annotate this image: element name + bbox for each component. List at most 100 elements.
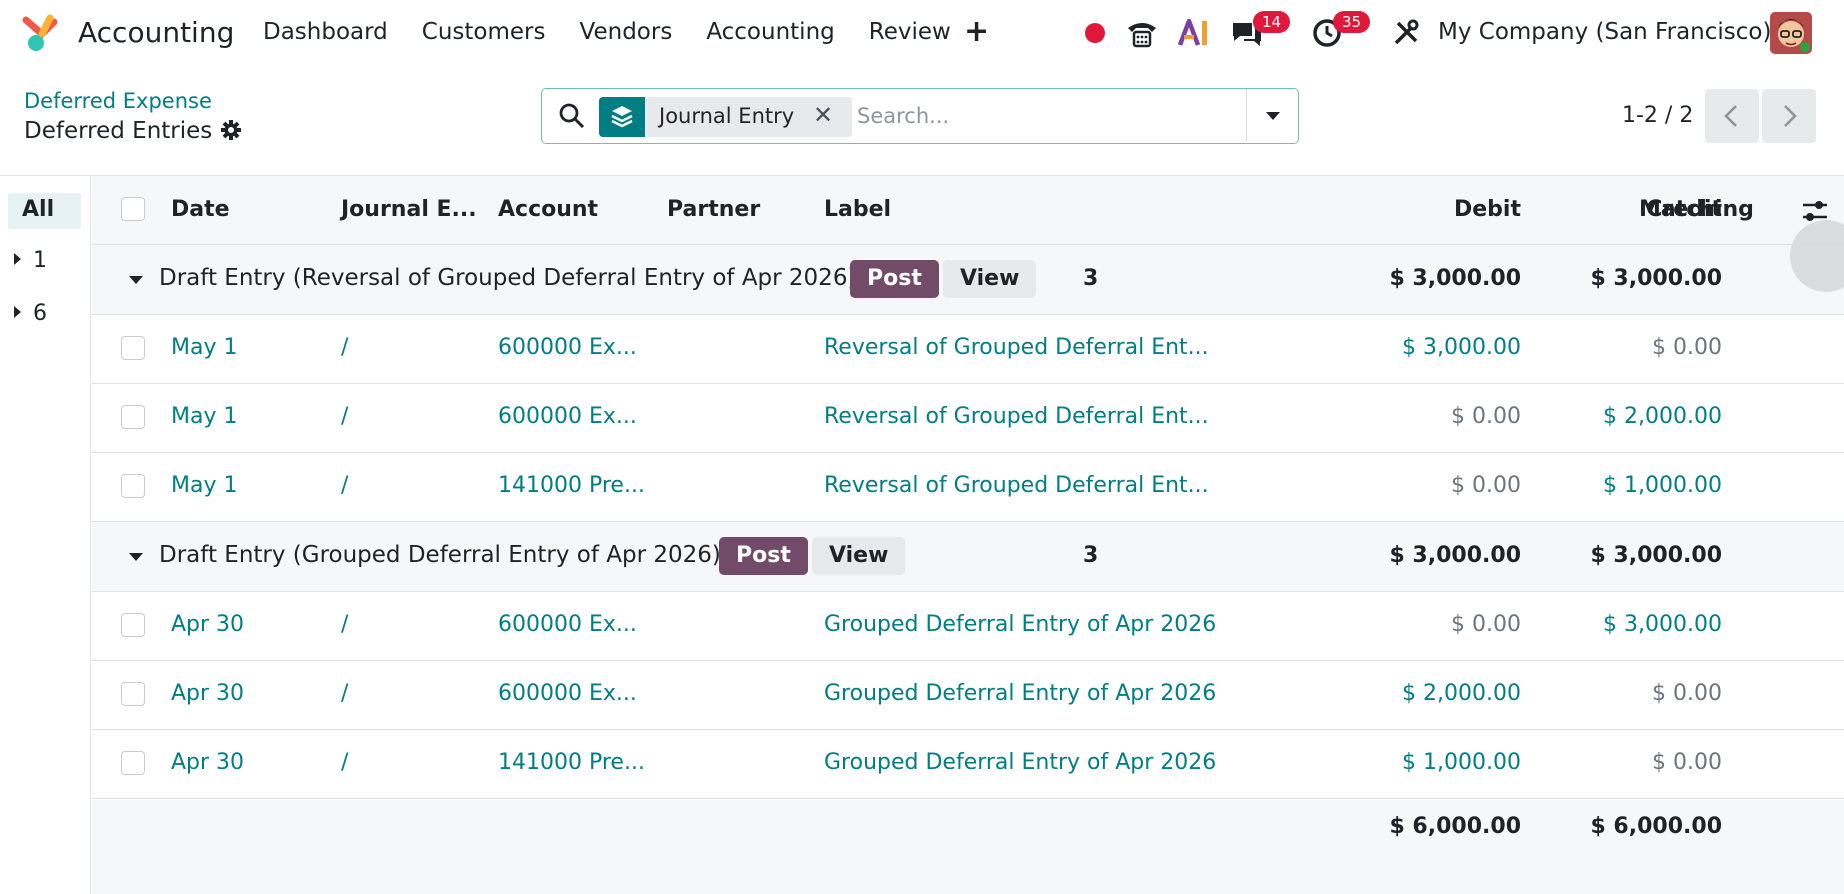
row-date[interactable]: May 1 — [171, 335, 238, 360]
row-credit[interactable]: $ 1,000.00 — [1603, 473, 1722, 498]
row-credit[interactable]: $ 3,000.00 — [1603, 612, 1722, 637]
row-account[interactable]: 600000 Ex... — [498, 404, 637, 429]
search-facet: Journal Entry ✕ — [599, 97, 852, 137]
search-options-toggle[interactable] — [1246, 89, 1298, 142]
menu-vendors[interactable]: Vendors — [579, 19, 673, 45]
pager-previous-button[interactable] — [1705, 89, 1759, 143]
tools-icon[interactable] — [1392, 19, 1420, 47]
post-button[interactable]: Post — [719, 537, 808, 575]
row-journal-entry[interactable]: / — [341, 473, 349, 498]
row-journal-entry[interactable]: / — [341, 404, 349, 429]
row-date[interactable]: May 1 — [171, 404, 238, 429]
table-header: Date Journal E... Account Partner Label … — [92, 176, 1844, 245]
column-date[interactable]: Date — [171, 197, 230, 222]
table-row[interactable]: May 1 / 600000 Ex... Reversal of Grouped… — [92, 315, 1844, 384]
gear-icon[interactable] — [220, 119, 242, 141]
chevron-right-icon — [1784, 105, 1797, 127]
floating-action-button[interactable] — [1790, 220, 1844, 292]
row-checkbox[interactable] — [121, 336, 145, 360]
post-button[interactable]: Post — [850, 260, 939, 298]
column-journal-entry[interactable]: Journal E... — [341, 197, 477, 222]
pager-next-button[interactable] — [1762, 89, 1816, 143]
row-date[interactable]: May 1 — [171, 473, 238, 498]
group-row-deferral[interactable]: Draft Entry (Grouped Deferral Entry of A… — [92, 522, 1844, 592]
row-journal-entry[interactable]: / — [341, 335, 349, 360]
row-label[interactable]: Grouped Deferral Entry of Apr 2026 — [824, 612, 1217, 637]
row-debit[interactable]: $ 0.00 — [1451, 404, 1521, 429]
search-bar: Journal Entry ✕ — [541, 88, 1299, 144]
row-journal-entry[interactable]: / — [341, 750, 349, 775]
column-partner[interactable]: Partner — [667, 197, 761, 222]
side-panel-item-6[interactable]: 6 — [14, 301, 47, 326]
row-label[interactable]: Reversal of Grouped Deferral Ent... — [824, 335, 1209, 360]
menu-customers[interactable]: Customers — [421, 19, 546, 45]
row-label[interactable]: Grouped Deferral Entry of Apr 2026 — [824, 681, 1217, 706]
column-credit[interactable]: Credit — [1646, 197, 1722, 222]
phone-icon[interactable] — [1126, 18, 1158, 48]
table-row[interactable]: Apr 30 / 141000 Pre... Grouped Deferral … — [92, 730, 1844, 799]
row-account[interactable]: 600000 Ex... — [498, 335, 637, 360]
row-account[interactable]: 600000 Ex... — [498, 681, 637, 706]
row-credit[interactable]: $ 0.00 — [1652, 750, 1722, 775]
avatar[interactable] — [1770, 12, 1812, 54]
row-credit[interactable]: $ 0.00 — [1652, 681, 1722, 706]
row-credit[interactable]: $ 0.00 — [1652, 335, 1722, 360]
side-panel-all[interactable]: All — [8, 193, 81, 229]
column-settings-icon[interactable] — [1801, 199, 1829, 223]
search-icon[interactable] — [558, 102, 586, 130]
table-row[interactable]: Apr 30 / 600000 Ex... Grouped Deferral E… — [92, 661, 1844, 730]
row-account[interactable]: 600000 Ex... — [498, 612, 637, 637]
side-panel-item-1[interactable]: 1 — [14, 248, 47, 273]
row-checkbox[interactable] — [121, 613, 145, 637]
company-switcher[interactable]: My Company (San Francisco) — [1438, 19, 1772, 45]
row-journal-entry[interactable]: / — [341, 681, 349, 706]
row-checkbox[interactable] — [121, 405, 145, 429]
table-row[interactable]: Apr 30 / 600000 Ex... Grouped Deferral E… — [92, 592, 1844, 661]
row-debit[interactable]: $ 3,000.00 — [1402, 335, 1521, 360]
row-debit[interactable]: $ 0.00 — [1451, 612, 1521, 637]
column-debit[interactable]: Debit — [1454, 197, 1521, 222]
table-row[interactable]: May 1 / 600000 Ex... Reversal of Grouped… — [92, 384, 1844, 453]
app-logo-icon[interactable] — [22, 14, 60, 52]
row-checkbox[interactable] — [121, 474, 145, 498]
row-checkbox[interactable] — [121, 682, 145, 706]
row-label[interactable]: Grouped Deferral Entry of Apr 2026 — [824, 750, 1217, 775]
row-debit[interactable]: $ 0.00 — [1451, 473, 1521, 498]
group-row-reversal[interactable]: Draft Entry (Reversal of Grouped Deferra… — [92, 245, 1844, 315]
pager-value[interactable]: 1-2 / 2 — [1622, 103, 1694, 128]
caret-right-icon — [14, 306, 21, 318]
row-date[interactable]: Apr 30 — [171, 750, 245, 775]
column-label[interactable]: Label — [824, 197, 892, 222]
chat-icon[interactable] — [1230, 19, 1264, 47]
row-date[interactable]: Apr 30 — [171, 612, 245, 637]
group-count: 3 — [1083, 266, 1099, 291]
column-matching[interactable]: Matching — [1639, 197, 1754, 222]
row-journal-entry[interactable]: / — [341, 612, 349, 637]
facet-close-button[interactable]: ✕ — [813, 101, 834, 129]
app-name[interactable]: Accounting — [78, 16, 235, 49]
row-date[interactable]: Apr 30 — [171, 681, 245, 706]
column-account[interactable]: Account — [498, 197, 599, 222]
select-all-checkbox[interactable] — [121, 197, 145, 221]
row-checkbox[interactable] — [121, 751, 145, 775]
row-credit[interactable]: $ 2,000.00 — [1603, 404, 1722, 429]
row-account[interactable]: 141000 Pre... — [498, 750, 645, 775]
clock-icon[interactable] — [1312, 18, 1342, 48]
menu-accounting[interactable]: Accounting — [706, 19, 835, 45]
row-label[interactable]: Reversal of Grouped Deferral Ent... — [824, 473, 1209, 498]
ai-icon[interactable] — [1178, 19, 1210, 47]
menu-dashboard[interactable]: Dashboard — [263, 19, 388, 45]
view-button[interactable]: View — [943, 260, 1037, 298]
row-account[interactable]: 141000 Pre... — [498, 473, 645, 498]
row-debit[interactable]: $ 1,000.00 — [1402, 750, 1521, 775]
row-debit[interactable]: $ 2,000.00 — [1402, 681, 1521, 706]
table-row[interactable]: May 1 / 141000 Pre... Reversal of Groupe… — [92, 453, 1844, 522]
row-label[interactable]: Reversal of Grouped Deferral Ent... — [824, 404, 1209, 429]
breadcrumb[interactable]: Deferred Expense — [24, 89, 212, 113]
top-navbar: Accounting Dashboard Customers Vendors A… — [0, 0, 1844, 66]
quick-create-button[interactable]: + — [964, 14, 990, 49]
view-button[interactable]: View — [812, 537, 906, 575]
menu-review[interactable]: Review — [868, 19, 951, 45]
search-input[interactable] — [857, 101, 1237, 131]
record-dot-icon[interactable] — [1084, 22, 1106, 44]
